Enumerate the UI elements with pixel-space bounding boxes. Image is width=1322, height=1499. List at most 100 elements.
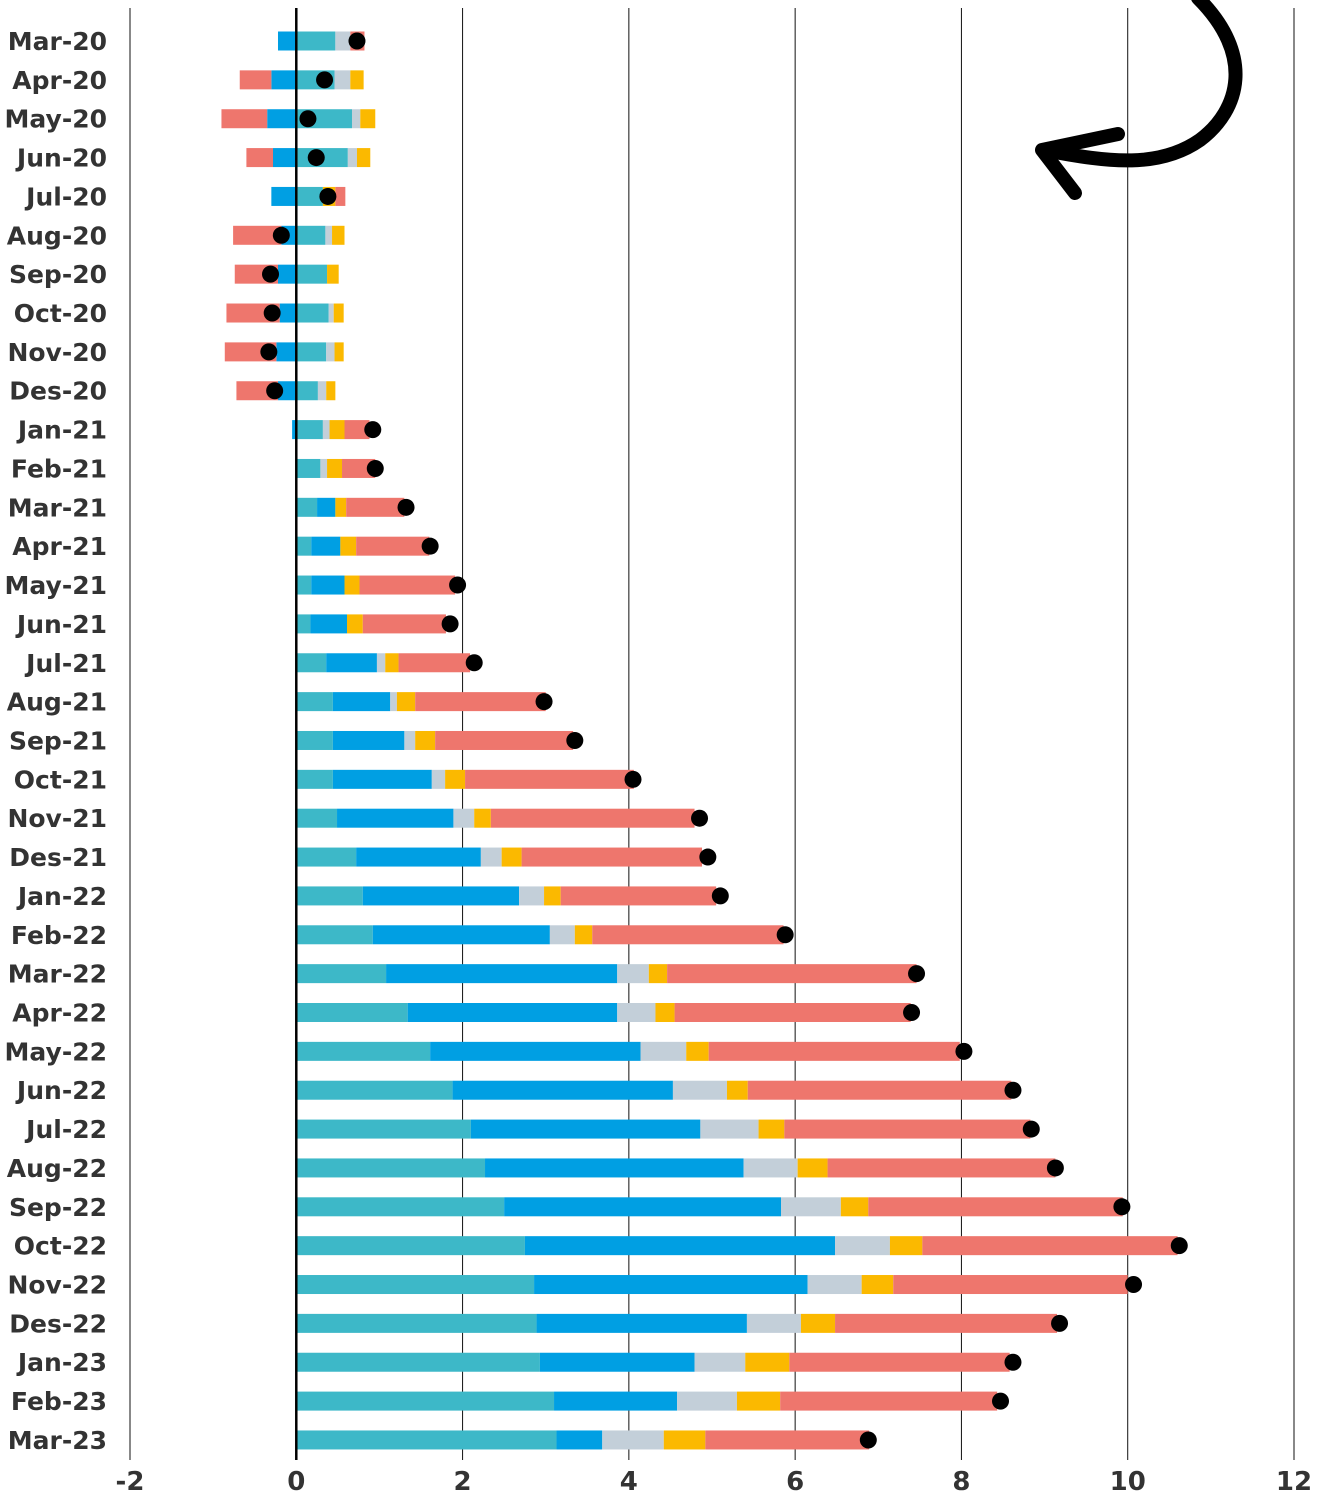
bar-segment (362, 614, 446, 634)
bar-segment (376, 653, 386, 673)
bar-segment (386, 964, 618, 984)
y-category-label: Aug-21 (7, 688, 107, 717)
total-marker (1170, 1237, 1188, 1255)
y-category-label: Apr-21 (12, 532, 107, 561)
y-category-label: Jul-22 (24, 1115, 107, 1144)
y-category-label: Sep-21 (9, 726, 107, 755)
bar-segment (435, 730, 574, 750)
bar-segment (320, 458, 328, 478)
bar-segment (667, 964, 917, 984)
bar-segment (325, 225, 333, 245)
bar-segment (296, 342, 327, 362)
bar-segment (372, 925, 550, 945)
y-category-label: Des-21 (9, 843, 107, 872)
y-category-label: Feb-23 (11, 1387, 107, 1416)
x-tick-label: -2 (116, 1467, 145, 1497)
y-category-label: Sep-20 (9, 260, 107, 289)
total-marker (691, 809, 709, 827)
total-marker (465, 654, 483, 672)
bar-segment (233, 225, 282, 245)
bar-segment (296, 769, 333, 789)
y-axis-labels: Mar-20 Apr-20 May-20 Jun-20 Jul-20 Aug-20 Sep-… (5, 27, 107, 1455)
bar-segment (745, 1352, 790, 1372)
bar-segment (474, 808, 491, 828)
x-tick-label: 0 (287, 1467, 305, 1497)
total-marker (903, 1004, 921, 1021)
bar-segment (747, 1080, 1012, 1100)
total-marker (299, 110, 317, 128)
bar-segment (296, 847, 357, 867)
bar-segment (470, 1119, 701, 1139)
bar-segment (296, 381, 318, 401)
bar-segment (335, 497, 347, 517)
bar-segment (296, 1080, 453, 1100)
bar-segment (861, 1275, 894, 1295)
bar-segment (617, 1003, 656, 1022)
total-marker (266, 382, 284, 400)
bar-segment (789, 1352, 1010, 1372)
total-marker (908, 965, 926, 983)
bar-segment (334, 70, 351, 90)
bar-segment (296, 1391, 555, 1411)
bar-segment (868, 1197, 1123, 1217)
bar-segment (453, 808, 475, 828)
total-marker (1022, 1120, 1040, 1138)
bar-segment (328, 303, 334, 323)
y-category-label: Apr-22 (12, 999, 107, 1028)
total-marker (1046, 1159, 1064, 1177)
bar-segment (221, 109, 268, 129)
y-category-label: Jan-22 (16, 882, 107, 911)
y-category-label: Feb-22 (11, 921, 107, 950)
x-axis-labels: -2 0 2 4 6 8 10 12 (116, 1467, 1313, 1497)
bar-segment (784, 1119, 1031, 1139)
bar-segment (351, 109, 361, 129)
bar-segment (544, 886, 561, 906)
bar-segment (524, 1236, 836, 1256)
bar-segment (648, 964, 668, 984)
bar-segment (390, 692, 397, 712)
bar-segment (430, 1041, 641, 1061)
bar-segment (800, 1313, 836, 1333)
bar-segment (329, 420, 345, 440)
total-marker (1004, 1081, 1022, 1099)
total-marker (1113, 1198, 1131, 1216)
bar-segment (485, 1158, 744, 1178)
y-category-label: Jun-22 (15, 1076, 107, 1105)
y-category-label: Oct-20 (14, 299, 107, 328)
bar-segment (415, 730, 436, 750)
bar-segment (726, 1080, 748, 1100)
total-marker (699, 848, 717, 866)
y-category-label: Des-20 (9, 377, 107, 406)
bar-segment (296, 1352, 540, 1372)
y-category-label: May-20 (5, 105, 107, 134)
bar-segment (700, 1119, 759, 1139)
total-marker (566, 731, 584, 749)
bar-segment (574, 925, 593, 945)
bar-segment (592, 925, 784, 945)
bar-segment (359, 575, 456, 595)
bar-segment (398, 653, 471, 673)
bar-segment (708, 1041, 960, 1061)
bar-segment (617, 964, 649, 984)
total-marker (307, 149, 325, 167)
bar-segment (342, 458, 376, 478)
bar-segment (404, 730, 416, 750)
bar-segment (396, 692, 416, 712)
bar-segment (835, 1236, 890, 1256)
bar-segment (922, 1236, 1178, 1256)
bar-segment (296, 614, 311, 634)
bars (221, 31, 1178, 1450)
bar-segment (296, 1313, 537, 1333)
bar-segment (334, 342, 344, 362)
bar-segment (296, 925, 373, 945)
y-category-label: Sep-22 (9, 1193, 107, 1222)
total-marker (263, 304, 281, 322)
total-marker (711, 887, 729, 905)
bar-segment (332, 730, 405, 750)
bar-segment (296, 692, 333, 712)
bar-segment (276, 342, 297, 362)
y-category-label: Jan-23 (16, 1348, 107, 1377)
bar-segment (501, 847, 522, 867)
bar-segment (333, 303, 344, 323)
